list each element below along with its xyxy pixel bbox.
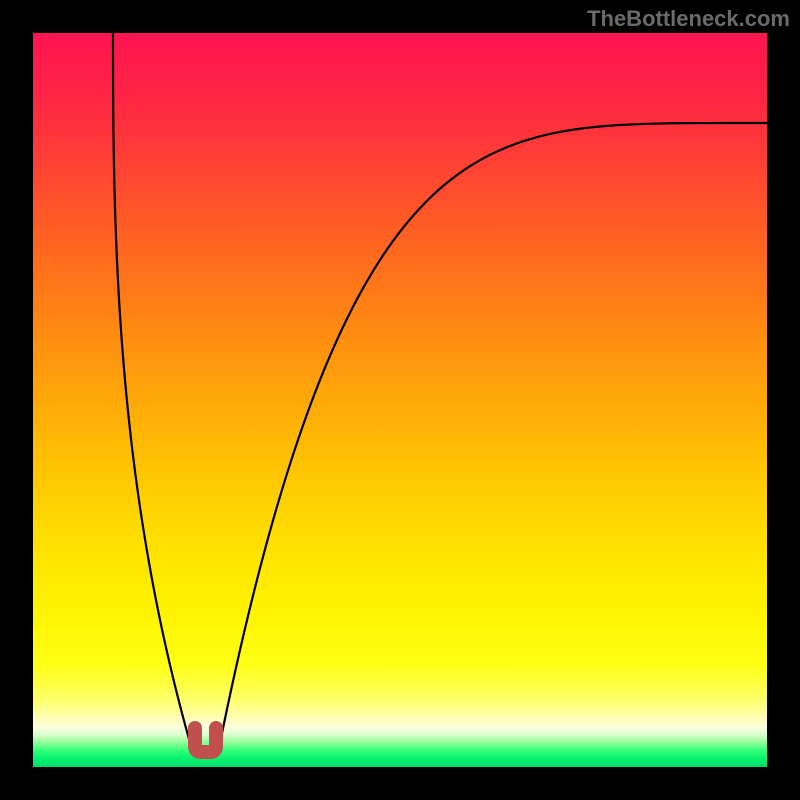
chart-svg	[0, 0, 800, 800]
gradient-background	[33, 33, 767, 767]
chart-container: TheBottleneck.com	[0, 0, 800, 800]
watermark-text: TheBottleneck.com	[587, 6, 790, 32]
